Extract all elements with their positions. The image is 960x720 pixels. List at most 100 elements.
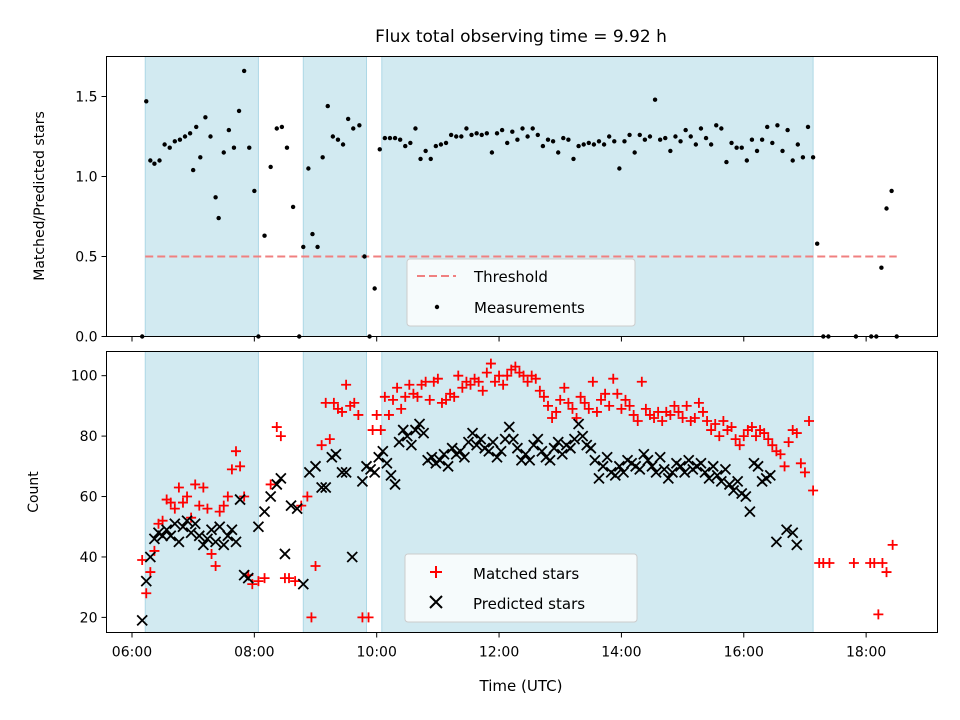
bottom-ylabel: Count [26, 471, 42, 513]
matched-star-point [473, 376, 484, 387]
measurement-point [879, 265, 884, 270]
top-ylabel: Matched/Predicted stars [32, 111, 48, 281]
matched-star-point [563, 397, 574, 408]
matched-star-point [177, 497, 188, 508]
measurement-point [198, 155, 203, 160]
measurement-point [351, 126, 356, 131]
matched-star-point [677, 412, 688, 423]
predicted-star-point [589, 454, 601, 466]
matched-star-point [681, 400, 692, 411]
matched-star-point [337, 406, 348, 417]
measurement-point [148, 158, 153, 163]
measurement-point [268, 164, 273, 170]
matched-star-point [775, 449, 786, 460]
predicted-star-point [466, 427, 479, 439]
matched-star-point [738, 431, 749, 442]
measurement-point [775, 123, 780, 128]
measurement-point [612, 139, 617, 144]
predicted-star-point [189, 518, 201, 530]
measurement-point [550, 139, 556, 144]
matched-star-point [198, 482, 209, 493]
measurement-point [464, 126, 469, 131]
bottom-y-tick-label: 80 [80, 429, 98, 445]
predicted-star-point [511, 442, 524, 454]
predicted-star-point [454, 445, 466, 457]
predicted-star-point [291, 502, 303, 515]
matched-star-point [791, 428, 802, 439]
predicted-star-point [309, 460, 322, 472]
measurement-point [759, 137, 765, 142]
predicted-star-point [727, 484, 740, 497]
measurement-point [739, 145, 744, 150]
measurement-point [632, 150, 637, 155]
matched-star-point [400, 391, 411, 402]
measurement-point [144, 99, 149, 104]
top-points [139, 68, 899, 339]
predicted-star-point [169, 518, 181, 530]
predicted-star-point [556, 448, 568, 460]
predicted-star-point [401, 430, 413, 442]
predicted-star-point [320, 481, 332, 494]
predicted-legend-swatch [429, 595, 443, 609]
predicted-star-point [658, 463, 670, 475]
bottom-axes: 06:00 08:00 10:00 12:00 14:00 16:00 18:00 20 40… [26, 351, 938, 695]
measurement-point [724, 159, 729, 165]
measurement-point [499, 127, 505, 133]
predicted-star-point [197, 539, 210, 551]
bottom-legend-box [404, 553, 638, 623]
measurement-point [688, 134, 693, 139]
measurement-point [708, 142, 714, 147]
matched-star-point [693, 397, 704, 408]
matched-star-point [235, 461, 246, 472]
measurement-point [162, 142, 167, 147]
matched-star-point [559, 382, 570, 393]
measurement-point [749, 137, 755, 142]
matched-star-point [714, 431, 725, 442]
predicted-star-point [214, 521, 226, 533]
top-axes: 0.0 0.5 1.0 1.5 Matched/Predicted stars Thr… [32, 56, 938, 346]
matched-star-point [873, 609, 884, 620]
predicted-star-point [678, 466, 691, 478]
matched-star-point [341, 379, 352, 390]
matched-star-point [612, 388, 623, 399]
matched-star-point [310, 561, 321, 572]
matched-star-point [697, 406, 708, 417]
matched-star-point [265, 479, 276, 490]
measurement-point [586, 140, 591, 146]
matched-star-point [824, 558, 835, 569]
matched-star-point [726, 422, 737, 433]
matched-star-point [530, 373, 541, 384]
shaded-interval [302, 351, 368, 633]
predicted-star-point [764, 469, 776, 482]
measurement-point [698, 126, 704, 131]
measurement-point [403, 143, 408, 149]
measurement-point [785, 127, 790, 133]
matched-star-point [141, 588, 152, 599]
matched-star-point [290, 576, 301, 587]
matched-star-point [316, 440, 327, 451]
predicted-star-point [723, 478, 736, 491]
matched-star-point [649, 412, 660, 423]
matched-star-point [877, 558, 888, 569]
matched-star-point [275, 431, 286, 442]
matched-star-point [412, 391, 423, 402]
matched-star-point [887, 539, 898, 550]
predicted-star-point [536, 445, 548, 457]
matched-legend-swatch [430, 566, 442, 578]
predicted-star-point [405, 439, 418, 451]
predicted-star-point [752, 460, 764, 472]
matched-star-point [702, 415, 713, 426]
measurement-point [606, 134, 612, 139]
bottom-y-tick-label: 60 [80, 490, 98, 506]
measurement-point [484, 131, 490, 136]
measurement-point [213, 195, 218, 200]
measurement-point [262, 233, 267, 238]
predicted-star-point [377, 445, 389, 457]
measurement-point [627, 132, 632, 138]
predicted-star-point [397, 424, 409, 436]
matched-star-point [371, 409, 382, 420]
measurement-point [780, 148, 785, 154]
measurement-point [561, 135, 566, 141]
matched-star-point [477, 385, 488, 396]
matched-star-point [259, 573, 270, 584]
